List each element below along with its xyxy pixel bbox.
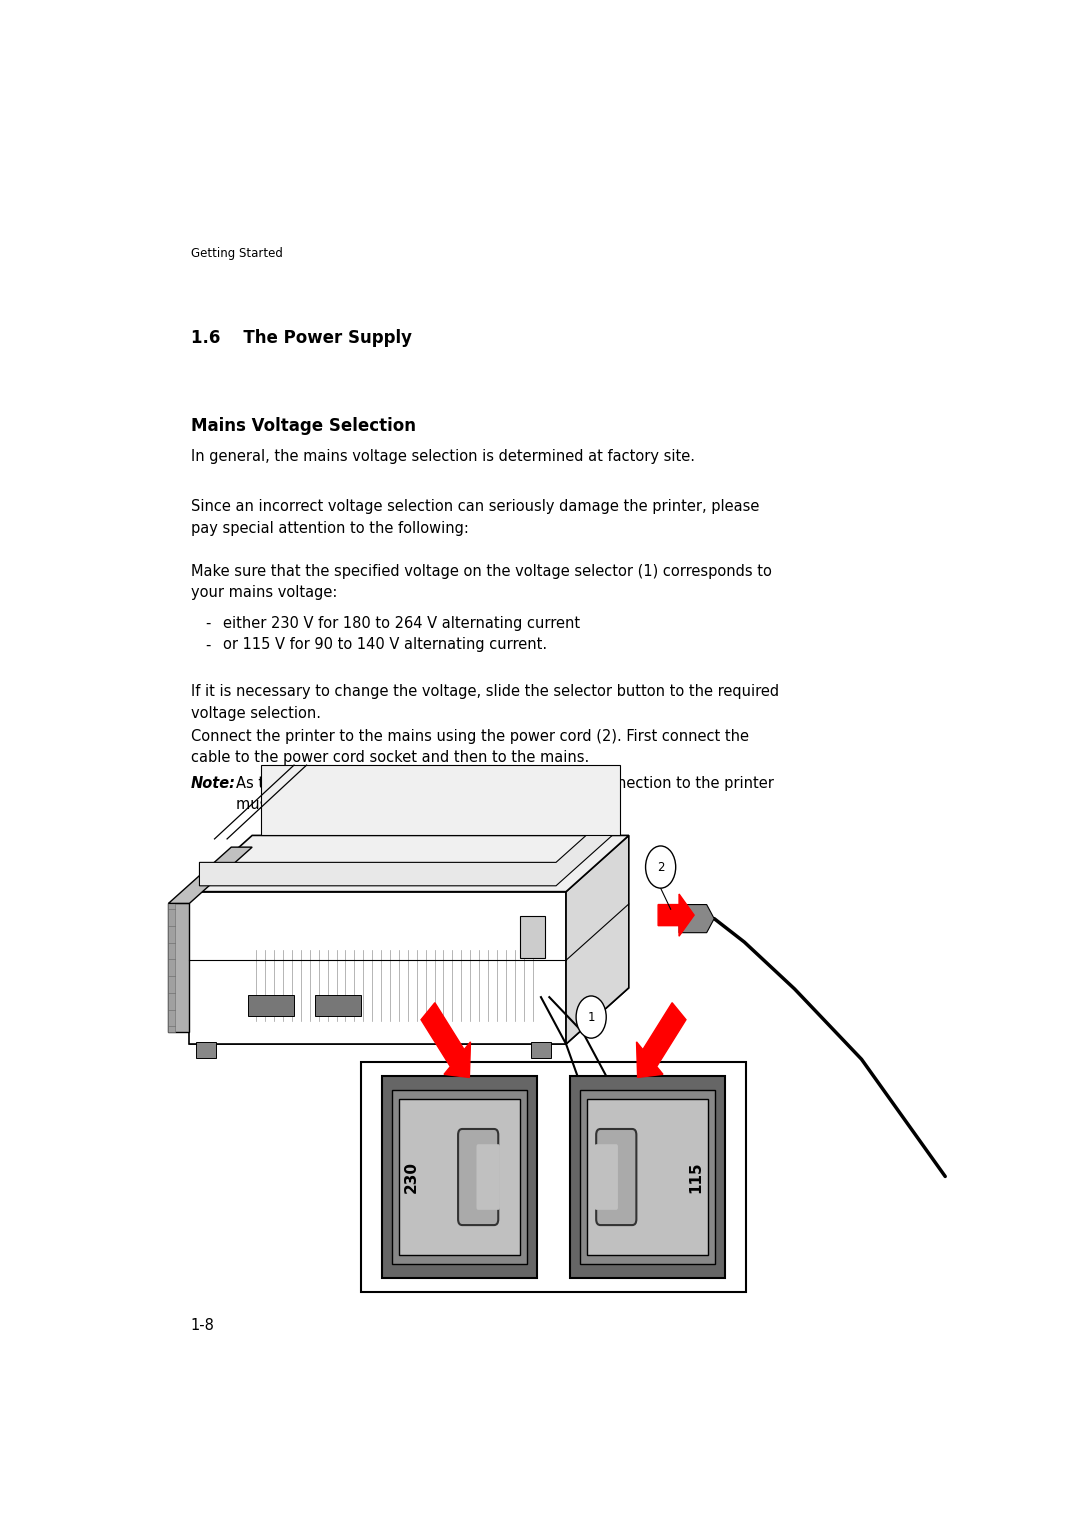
FancyArrow shape [421,1003,471,1078]
Polygon shape [382,1076,537,1278]
FancyBboxPatch shape [476,1145,500,1210]
FancyArrow shape [658,893,694,936]
FancyBboxPatch shape [594,1145,618,1210]
Circle shape [646,846,676,889]
Text: 1-8: 1-8 [191,1318,215,1333]
Polygon shape [168,904,189,1032]
Polygon shape [200,807,619,886]
Text: If it is necessary to change the voltage, slide the selector button to the requi: If it is necessary to change the voltage… [191,685,779,721]
Polygon shape [197,1041,216,1058]
Polygon shape [392,1090,527,1265]
Text: either 230 V for 180 to 264 V alternating current: either 230 V for 180 to 264 V alternatin… [224,616,580,632]
FancyBboxPatch shape [458,1129,498,1225]
Text: Connect the printer to the mains using the power cord (2). First connect the
cab: Connect the printer to the mains using t… [191,729,748,766]
Text: 230: 230 [404,1161,419,1193]
Polygon shape [361,1062,746,1292]
Text: 1.6    The Power Supply: 1.6 The Power Supply [191,329,411,347]
Polygon shape [521,916,545,959]
Text: or 115 V for 90 to 140 V alternating current.: or 115 V for 90 to 140 V alternating cur… [224,638,548,653]
Text: Make sure that the specified voltage on the voltage selector (1) corresponds to
: Make sure that the specified voltage on … [191,563,772,600]
Polygon shape [248,995,294,1017]
Polygon shape [168,848,253,904]
Polygon shape [168,904,175,1032]
Polygon shape [679,904,714,933]
Text: 115: 115 [688,1161,703,1193]
Text: Mains Voltage Selection: Mains Voltage Selection [191,417,416,435]
Polygon shape [531,1041,551,1058]
FancyBboxPatch shape [596,1129,636,1225]
FancyArrow shape [636,1003,686,1078]
Polygon shape [189,836,629,892]
Text: 2: 2 [657,860,664,874]
Polygon shape [189,892,566,1044]
Polygon shape [566,836,629,1044]
Text: Note:: Note: [191,776,235,790]
Polygon shape [260,766,620,836]
Text: -: - [205,638,211,653]
Circle shape [576,995,606,1038]
Text: In general, the mains voltage selection is determined at factory site.: In general, the mains voltage selection … [191,449,694,464]
Text: Since an incorrect voltage selection can seriously damage the printer, please
pa: Since an incorrect voltage selection can… [191,499,759,536]
Polygon shape [588,1099,708,1256]
Text: Getting Started: Getting Started [191,247,283,260]
Text: 1: 1 [588,1011,595,1024]
Polygon shape [580,1090,715,1265]
Text: As the power cord serves as a safety cut-off, its connection to the printer
must: As the power cord serves as a safety cut… [235,776,773,813]
Polygon shape [570,1076,725,1278]
Text: -: - [205,616,211,632]
Polygon shape [399,1099,521,1256]
Polygon shape [189,988,629,1044]
Polygon shape [315,995,361,1017]
